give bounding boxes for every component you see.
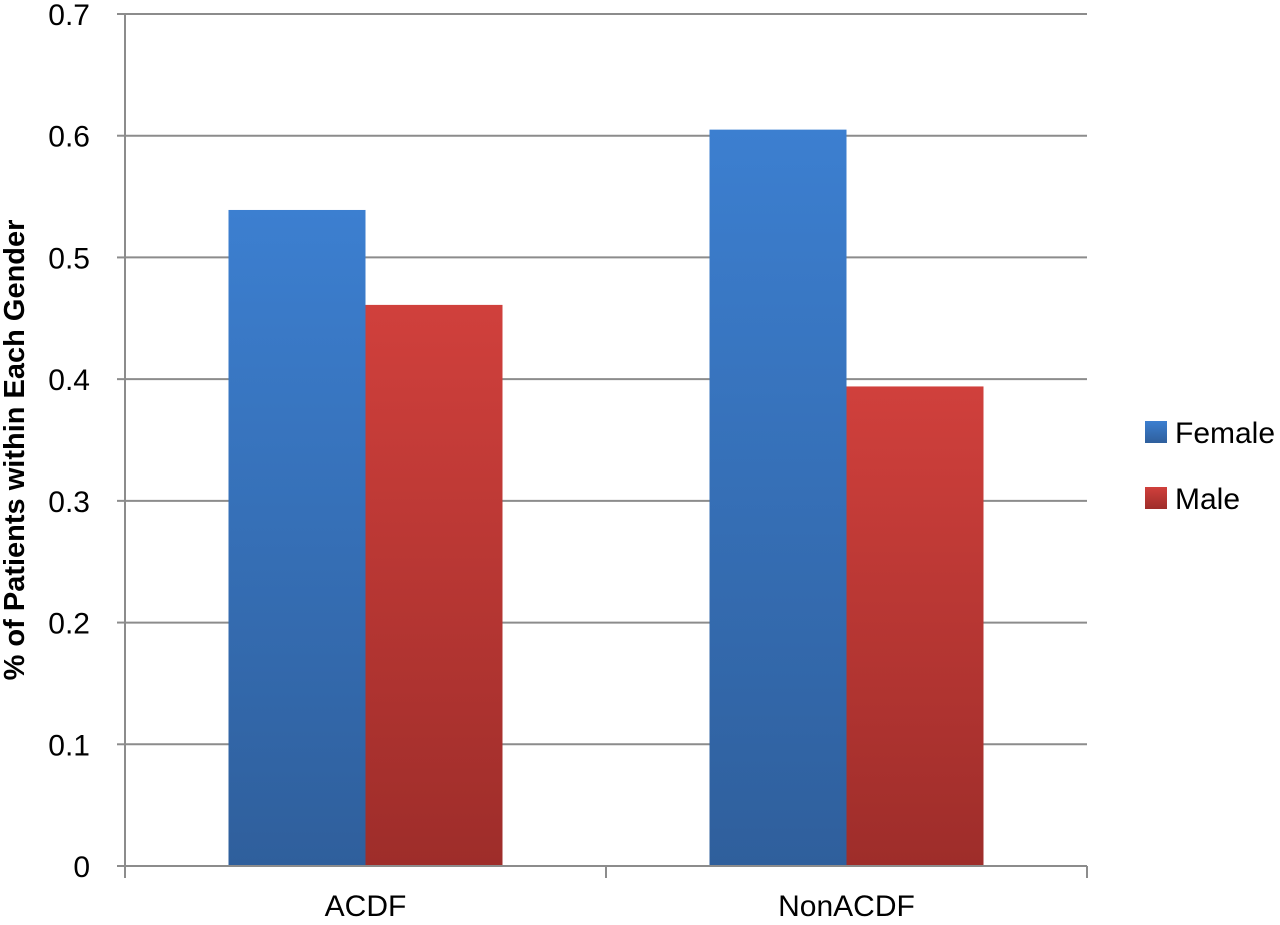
y-tick-label: 0.7 bbox=[48, 0, 90, 32]
bar-female-acdf bbox=[228, 209, 366, 866]
bar-female-nonacdf bbox=[709, 129, 847, 867]
tick-labels: 0 0.1 0.2 0.3 0.4 0.5 0.6 0.7 ACDF NonACDF bbox=[48, 0, 915, 923]
y-tick-label: 0.4 bbox=[48, 364, 90, 397]
y-tick-label: 0.2 bbox=[48, 608, 90, 641]
x-tick-label: NonACDF bbox=[778, 890, 915, 923]
axes bbox=[117, 13, 1088, 878]
y-tick-label: 0.5 bbox=[48, 242, 90, 275]
bars bbox=[228, 129, 984, 867]
y-tick-label: 0.3 bbox=[48, 486, 90, 519]
y-tick-label: 0.1 bbox=[48, 729, 90, 762]
bar-male-acdf bbox=[365, 304, 503, 866]
legend-label-male: Male bbox=[1175, 483, 1240, 516]
legend-swatch-female bbox=[1145, 421, 1167, 443]
legend-label-female: Female bbox=[1175, 417, 1275, 450]
x-tick-label: ACDF bbox=[325, 890, 407, 923]
y-tick-label: 0 bbox=[73, 851, 90, 884]
y-axis-title: % of Patients within Each Gender bbox=[0, 220, 31, 681]
bar-male-nonacdf bbox=[846, 386, 984, 866]
legend-swatch-male bbox=[1145, 487, 1167, 509]
legend: Female Male bbox=[1145, 417, 1275, 516]
y-tick-label: 0.6 bbox=[48, 121, 90, 154]
